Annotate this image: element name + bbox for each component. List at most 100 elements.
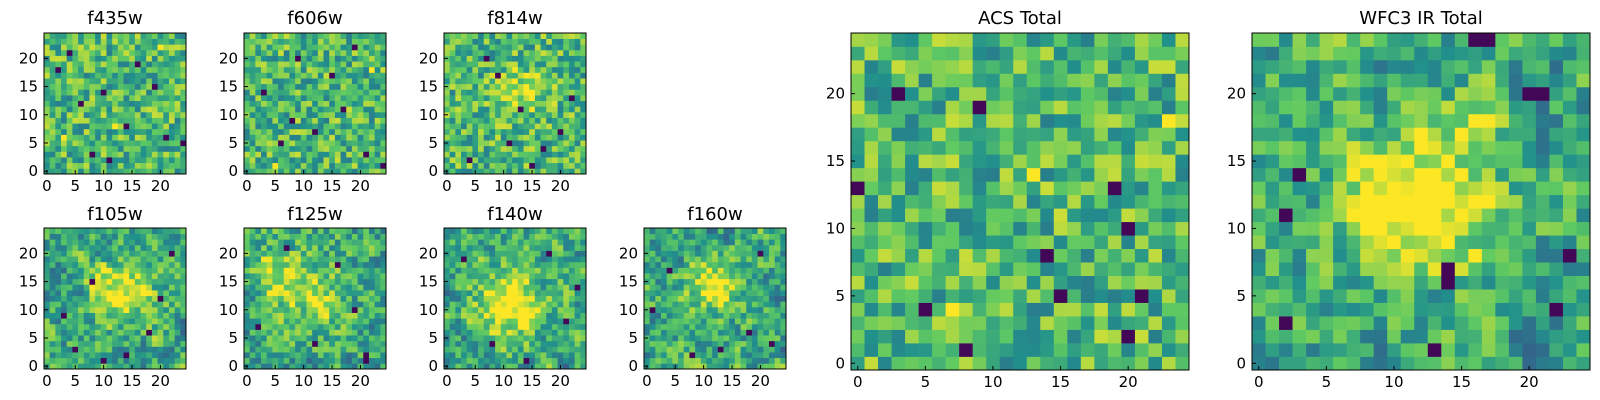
heatmap-cell [363,346,370,353]
heatmap-cell [1107,127,1122,142]
heatmap-cell [78,256,85,263]
heatmap-cell [563,363,570,370]
heatmap-cell [317,123,324,130]
heatmap-cell [864,113,879,128]
heatmap-cell [1107,154,1122,169]
heatmap-cell [1067,262,1082,276]
heatmap-cell [568,78,575,85]
heatmap-cell [266,106,273,113]
heatmap-cell [683,228,690,234]
heatmap-cell [323,244,330,251]
heatmap-cell [89,284,96,291]
heatmap-cell [700,290,707,297]
heatmap-cell [261,273,268,280]
heatmap-cell [563,128,570,135]
heatmap-cell [746,278,753,285]
heatmap-cell [1026,356,1041,371]
heatmap-cell [374,61,381,68]
heatmap-cell [449,346,456,353]
heatmap-cell [380,95,387,102]
heatmap-cell [289,318,296,325]
heatmap-cell [517,346,524,353]
heatmap-cell [140,49,147,56]
heatmap-cell [523,162,530,169]
heatmap-cell [340,117,347,124]
heatmap-cell [72,89,79,96]
heatmap-cell [55,151,62,158]
heatmap-cell [466,134,473,141]
heatmap-cell [959,208,974,223]
heatmap-cell [49,312,56,319]
heatmap-cell [374,66,381,73]
heatmap-cell [289,33,296,39]
heatmap-cell [495,301,502,308]
heatmap-cell [168,284,175,291]
heatmap-cell [117,168,124,175]
heatmap-cell [123,323,130,330]
heatmap-cell [255,123,262,130]
heatmap-cell [1107,140,1122,155]
heatmap-cell [140,151,147,158]
heatmap-cell [261,33,268,39]
heatmap-cell [517,100,524,107]
heatmap-cell [146,250,153,257]
heatmap-cell [249,83,256,90]
heatmap-cell [449,233,456,240]
heatmap-cell [123,33,130,39]
heatmap-cell [523,273,530,280]
heatmap-cell [574,111,581,118]
heatmap-cell [146,61,153,68]
heatmap-cell [483,318,490,325]
heatmap-cell [540,256,547,263]
heatmap-cell [512,340,519,347]
heatmap-cell [780,250,787,257]
heatmap-cell [157,117,164,124]
heatmap-cell [295,162,302,169]
heatmap-cell [489,290,496,297]
heatmap-cell [117,151,124,158]
heatmap-cell [557,273,564,280]
heatmap-cell [83,95,90,102]
heatmap-cell [72,329,79,336]
heatmap-cell [89,134,96,141]
heatmap-cell [174,83,181,90]
heatmap-cell [329,306,336,313]
heatmap-cell [289,346,296,353]
heatmap-cell [300,290,307,297]
heatmap-cell [261,290,268,297]
heatmap-cell [551,49,558,56]
heatmap-cell [106,49,113,56]
heatmap-cell [512,49,519,56]
heatmap-cell [323,306,330,313]
heatmap-cell [44,239,51,246]
heatmap-cell [300,151,307,158]
heatmap-cell [140,162,147,169]
heatmap-cell [461,357,468,364]
heatmap-cell [568,346,575,353]
heatmap-cell [117,72,124,79]
heatmap-cell [151,55,158,62]
heatmap-cell [323,49,330,56]
heatmap-cell [151,295,158,302]
heatmap-cell [151,290,158,297]
heatmap-cell [123,106,130,113]
heatmap-cell [134,117,141,124]
x-tick-label: 0 [642,372,652,390]
heatmap-cell [466,340,473,347]
heatmap-cell [999,127,1014,142]
heatmap-cell [1148,194,1163,209]
heatmap-cell [117,301,124,308]
heatmap-cell [340,111,347,118]
heatmap-cell [557,284,564,291]
heatmap-cell [61,239,68,246]
heatmap-cell [734,323,741,330]
heatmap-cell [546,301,553,308]
heatmap-cell [346,239,353,246]
heatmap-cell [123,239,130,246]
heatmap-cell [972,140,987,155]
heatmap-cell [563,61,570,68]
heatmap-cell [72,55,79,62]
heatmap-cell [517,301,524,308]
heatmap-cell [455,329,462,336]
